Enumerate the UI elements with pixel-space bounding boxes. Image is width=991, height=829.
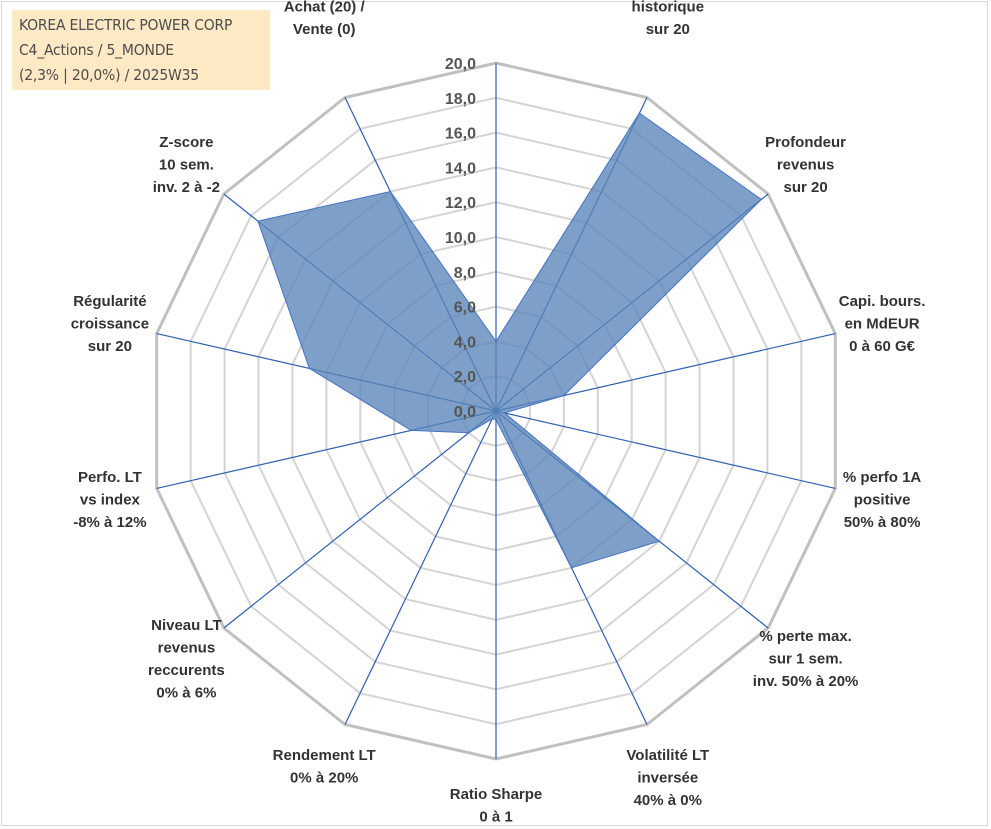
axis-label-line: revenus (777, 157, 835, 174)
axis-spoke (495, 410, 836, 489)
axis-label-line: historique (632, 0, 705, 16)
tick-label: 0,0 (454, 404, 476, 421)
tick-label: 16,0 (445, 126, 476, 143)
axis-label: MomentumAchat (20) /Vente (0) (284, 0, 366, 38)
axis-label-line: % perte max. (759, 628, 852, 645)
tick-label: 4,0 (454, 334, 476, 351)
tick-label: 12,0 (445, 195, 476, 212)
axis-label-line: inv. 50% à 20% (753, 673, 859, 690)
axis-label-line: reccurents (148, 662, 225, 679)
axis-label-line: 0% à 6% (156, 684, 216, 701)
axis-label-line: % perfo 1A (843, 469, 922, 486)
axis-label: % perfo 1A positive 50% à 80% (843, 469, 922, 531)
axis-label-line: Volatilité LT (626, 747, 709, 764)
tick-label: 2,0 (454, 369, 476, 386)
axis-label-line: sur 20 (646, 21, 690, 38)
radial-tick-labels: 0,0 2,0 4,0 6,0 8,0 10,0 12,0 14,0 16,0 18,0 20,0 (445, 56, 476, 421)
axis-label: Niveau LT revenus reccurents 0% à 6% (148, 617, 225, 702)
axis-label-line: -8% à 12% (73, 514, 146, 531)
axis-label-line: 0 à 1 (479, 809, 512, 826)
axis-label-line: Z-score (159, 134, 213, 151)
axis-label-line: en MdEUR (845, 316, 920, 333)
axis-label: % perte max. sur 1 sem. inv. 50% à 20% (753, 628, 859, 690)
axis-label: Rendement LT 0% à 20% (273, 747, 376, 787)
axis-label-line: inv. 2 à -2 (153, 179, 220, 196)
company-name: KOREA ELECTRIC POWER CORP (19, 16, 233, 34)
axis-label-line: Capi. bours. (839, 293, 926, 310)
tick-label: 20,0 (445, 56, 476, 73)
axis-spoke (223, 410, 497, 629)
axis-label: Perfo. LT vs index -8% à 12% (73, 469, 146, 531)
axis-label-line: croissance (71, 316, 149, 333)
axis-spoke (344, 410, 497, 725)
axis-label-line: Achat (20) / (284, 0, 366, 16)
axis-label: Profondeur revenus sur 20 (765, 134, 846, 196)
axis-label-line: revenus (158, 639, 216, 656)
axis-label: Ratio Sharpe 0 à 1 (450, 786, 543, 826)
axis-label-line: sur 20 (783, 179, 827, 196)
axis-label-line: sur 20 (88, 338, 132, 355)
tick-label: 14,0 (445, 160, 476, 177)
tick-label: 6,0 (454, 300, 476, 317)
axis-label-line: 0 à 60 G€ (849, 338, 916, 355)
axis-label-line: sur 1 sem. (768, 651, 842, 668)
axis-label-line: Perfo. LT (78, 469, 142, 486)
axis-label-line: 50% à 80% (844, 514, 921, 531)
axis-label-line: Régularité (73, 293, 146, 310)
axis-label: Z-score 10 sem. inv. 2 à -2 (153, 134, 220, 196)
axis-label-line: 40% à 0% (634, 792, 702, 809)
series-area (257, 112, 763, 569)
axis-label: Profondeurhistoriquesur 20 (627, 0, 708, 38)
axis-label-line: 10 sem. (159, 157, 214, 174)
tick-label: 10,0 (445, 230, 476, 247)
axis-label-line: Niveau LT (151, 617, 222, 634)
axis-label: Capi. bours. en MdEUR 0 à 60 G€ (839, 293, 926, 355)
axis-label: Volatilité LT inversée 40% à 0% (626, 747, 709, 809)
axis-label-line: inversée (637, 769, 698, 786)
axis-label-line: vs index (80, 492, 141, 509)
axis-label-line: Vente (0) (293, 21, 356, 38)
tick-label: 8,0 (454, 265, 476, 282)
chart-title-box: KOREA ELECTRIC POWER CORP C4_Actions / 5… (12, 10, 270, 90)
axis-label-line: Rendement LT (273, 747, 376, 764)
radar-series (257, 112, 763, 569)
weights-and-week: (2,3% | 20,0%) / 2025W35 (19, 66, 199, 84)
axis-label-line: positive (854, 492, 911, 509)
portfolio-path: C4_Actions / 5_MONDE (19, 41, 174, 59)
axis-label-line: Ratio Sharpe (450, 786, 543, 803)
axis-label: Régularité croissance sur 20 (71, 293, 149, 355)
axis-label-line: 0% à 20% (290, 769, 358, 786)
tick-label: 18,0 (445, 91, 476, 108)
axis-labels: NoteESG sur 20Profondeurhistoriquesur 20… (71, 0, 926, 826)
axis-label-line: Profondeur (765, 134, 846, 151)
